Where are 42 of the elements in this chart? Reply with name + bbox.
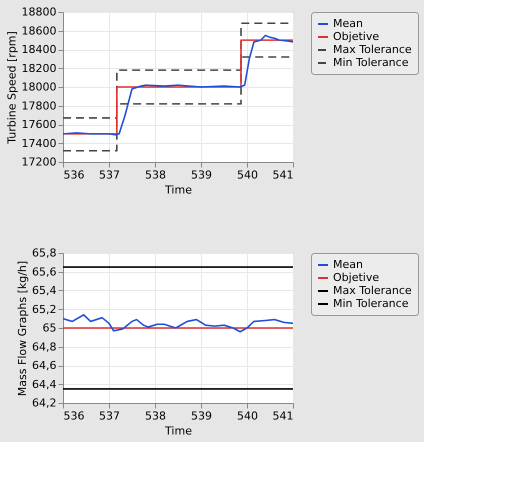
- x-tick-label: 540: [237, 168, 258, 182]
- y-tick-label: 65,6: [32, 265, 56, 278]
- y-tick-label: 18200: [22, 62, 56, 75]
- legend-label: Mean: [333, 17, 363, 30]
- legend-label: Max Tolerance: [333, 284, 412, 297]
- legend-label: Objetive: [333, 271, 380, 284]
- x-tick-label: 537: [99, 168, 120, 182]
- y-tick-label: 18000: [22, 80, 56, 94]
- y-tick-label: 18400: [22, 43, 56, 56]
- y-tick-label: 64,4: [32, 378, 56, 391]
- x-tick-label: 538: [145, 410, 166, 422]
- y-axis-title: Turbine Speed [rpm]: [6, 31, 19, 145]
- legend-label: Mean: [333, 258, 363, 271]
- legend-label: Min Tolerance: [333, 56, 409, 69]
- y-tick-label: 65,4: [32, 284, 56, 297]
- x-tick-label: 541: [272, 168, 294, 182]
- y-tick-label: 64,6: [32, 359, 56, 372]
- x-tick-label: 536: [64, 168, 84, 182]
- y-axis-title: Mass Flow Graphs [kg/h]: [16, 260, 30, 396]
- x-tick-label: 538: [145, 168, 166, 182]
- y-tick-label: 18800: [22, 6, 56, 18]
- y-tick-label: 17600: [22, 118, 56, 131]
- y-tick-label: 65,2: [32, 302, 56, 316]
- x-tick-label: 540: [237, 410, 258, 422]
- y-tick-label: 65,8: [32, 246, 56, 260]
- y-tick-label: 64,8: [32, 340, 56, 354]
- legend-label: Max Tolerance: [333, 43, 412, 56]
- x-tick-label: 539: [191, 410, 212, 422]
- x-tick-label: 541: [272, 410, 294, 422]
- legend-label: Objetive: [333, 30, 380, 43]
- y-tick-label: 17800: [22, 99, 56, 112]
- x-axis-title: Time: [164, 424, 192, 438]
- y-tick-label: 17400: [22, 136, 56, 150]
- x-tick-label: 537: [99, 410, 120, 422]
- x-tick-label: 539: [191, 168, 212, 182]
- legend-label: Min Tolerance: [333, 297, 409, 310]
- y-tick-label: 65: [42, 322, 56, 334]
- y-tick-label: 17200: [22, 156, 56, 168]
- y-tick-label: 18600: [22, 24, 56, 38]
- x-axis-title: Time: [164, 184, 192, 196]
- x-tick-label: 536: [64, 410, 84, 422]
- y-tick-label: 64,2: [32, 396, 56, 410]
